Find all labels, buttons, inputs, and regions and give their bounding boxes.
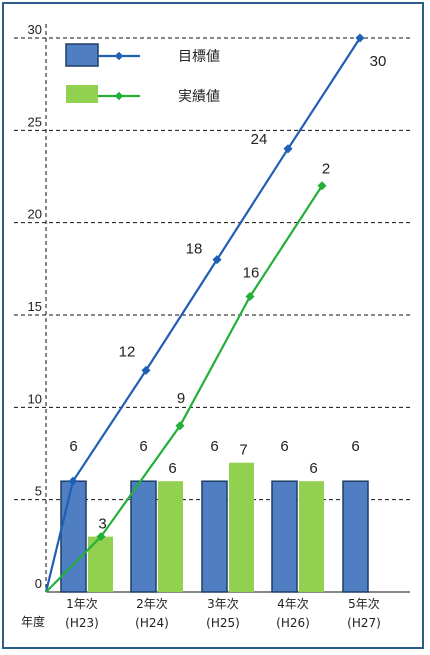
legend-actual-swatch <box>66 85 98 103</box>
category-sublabel: (H27) <box>347 616 381 630</box>
target-cumulative-label: 18 <box>186 241 203 258</box>
actual-bar-label: 6 <box>309 460 317 477</box>
category-label: 5年次 <box>348 597 380 611</box>
target-cumulative-label: 30 <box>370 53 387 70</box>
legend-actual-marker <box>114 91 124 101</box>
target-cumulative-label: 24 <box>251 131 268 148</box>
legend-actual-label: 実績値 <box>178 89 220 105</box>
target-cumulative-label: 12 <box>119 343 136 360</box>
category-label: 1年次 <box>66 597 98 611</box>
actual-bar-label: 7 <box>239 442 247 459</box>
category-sublabel: (H25) <box>206 616 240 630</box>
x-axis-label: 年度 <box>21 614 45 629</box>
actual-cumulative-label: 9 <box>177 390 185 407</box>
actual-cumulative-marker <box>175 421 185 431</box>
actual-bar-label: 3 <box>98 516 106 533</box>
target-bar <box>60 480 87 593</box>
actual-cumulative-label: 16 <box>243 265 260 282</box>
actual-bar-label: 6 <box>168 460 176 477</box>
legend-target-swatch <box>65 43 99 67</box>
category-sublabel: (H24) <box>135 616 169 630</box>
legend-target-marker <box>114 51 124 61</box>
legend-target-label: 目標値 <box>178 49 220 65</box>
category-label: 4年次 <box>277 597 309 611</box>
target-bar <box>342 480 369 593</box>
target-cumulative-line <box>44 37 361 593</box>
y-tick-label: 10 <box>28 391 42 406</box>
y-tick-label: 15 <box>28 299 42 314</box>
y-tick-label: 5 <box>35 484 42 499</box>
actual-cumulative-marker <box>96 532 106 542</box>
y-tick-label: 20 <box>28 207 42 222</box>
y-tick-label: 30 <box>28 22 42 37</box>
target-bar-label: 6 <box>210 438 218 455</box>
category-sublabel: (H23) <box>65 616 99 630</box>
target-bar <box>271 480 298 593</box>
category-label: 2年次 <box>136 597 168 611</box>
actual-cumulative-marker <box>245 292 255 302</box>
target-bar <box>130 480 157 593</box>
target-cumulative-marker <box>212 255 222 265</box>
actual-bar <box>299 481 324 592</box>
target-cumulative-marker <box>141 365 151 375</box>
target-bar-label: 6 <box>139 438 147 455</box>
actual-bar <box>229 462 254 592</box>
target-bar-label: 6 <box>351 438 359 455</box>
actual-cumulative-label: 2 <box>322 161 330 178</box>
actual-bar <box>158 481 183 592</box>
category-label: 3年次 <box>207 597 239 611</box>
target-bar-label: 6 <box>69 438 77 455</box>
target-bar <box>201 480 228 593</box>
y-tick-label: 25 <box>28 114 42 129</box>
y-tick-label: 0 <box>35 576 42 591</box>
target-bar-label: 6 <box>280 438 288 455</box>
category-sublabel: (H26) <box>276 616 310 630</box>
